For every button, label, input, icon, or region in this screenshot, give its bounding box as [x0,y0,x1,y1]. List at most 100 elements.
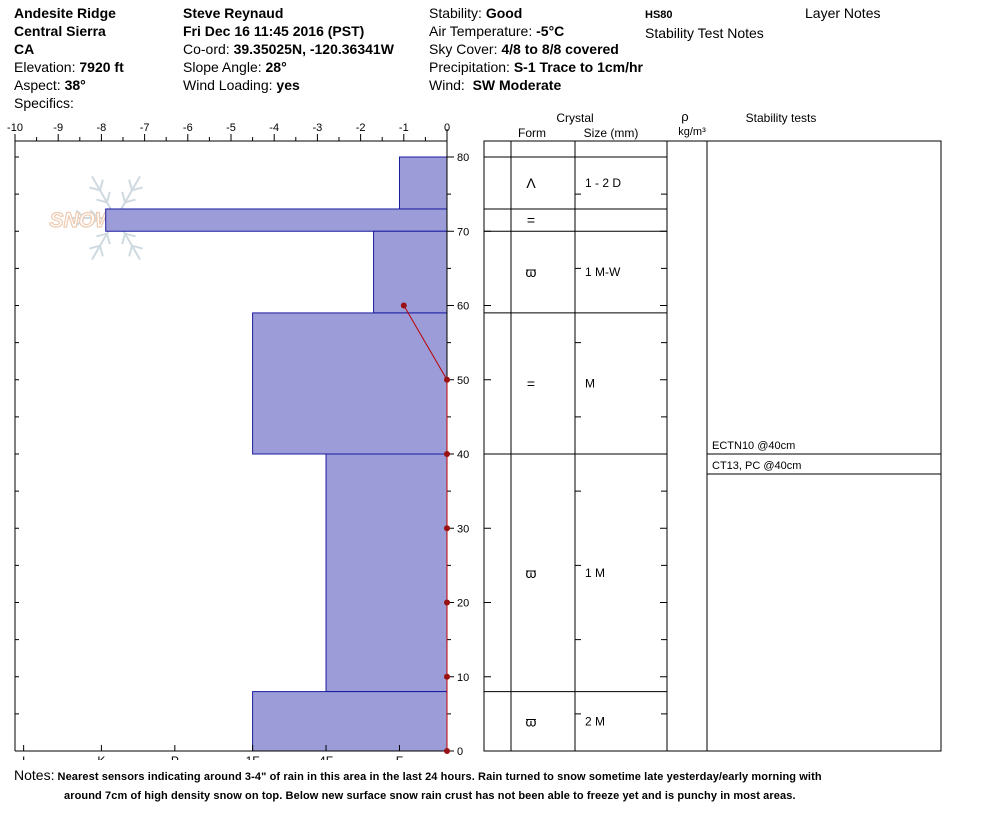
wind-label: Wind: [429,77,465,93]
height-tick-label: 50 [457,375,469,387]
snowflake-branch [75,217,85,227]
precip-label: Precipitation: [429,59,510,75]
hardness-bar-3 [252,312,448,455]
density-unit-header: kg/m³ [678,126,706,138]
snowflake-branch [99,179,104,191]
snowflake-branch [131,186,143,192]
temperature-point [444,673,450,680]
temp-tick-label: -9 [53,122,63,134]
snowflake-branch [89,244,101,250]
state-name: CA [14,41,35,57]
coord-label: Co-ord: [183,41,230,57]
height-tick-label: 0 [457,746,463,758]
temp-tick-label: -7 [140,122,150,134]
crystal-form-symbol: ϖ [526,565,537,581]
notes-line-1: Nearest sensors indicating around 3-4" o… [57,771,822,783]
stability-label: Stability: [429,5,482,21]
temp-tick-label: -8 [97,122,107,134]
elevation-label: Elevation: [14,59,76,75]
crystal-size-text: 1 M [585,566,605,580]
stability-tests-header: Stability tests [746,111,817,125]
temp-tick-label: -3 [313,122,323,134]
layer-notes-label: Layer Notes [805,5,881,21]
hardness-bar-2 [373,230,448,314]
snowflake-branch [121,191,126,203]
air-temp-label: Air Temperature: [429,23,533,39]
crystal-form-symbol: ϖ [526,713,537,729]
temperature-point [444,599,450,606]
snowflake-branch [89,217,99,227]
temperature-point [444,451,450,457]
crystal-form-symbol: = [527,375,535,391]
temperature-point [444,376,450,383]
crystal-size-text: 1 - 2 D [585,176,621,190]
height-tick-label: 80 [457,152,469,164]
hardness-label: I [22,754,25,760]
notes-line-2: around 7cm of high density snow on top. … [64,790,796,802]
precip-value: S-1 Trace to 1cm/hr [513,59,643,75]
coord-value: 39.35025N, -120.36341W [233,41,394,57]
wind-loading-value: yes [276,77,300,93]
observer-name: Steve Reynaud [183,5,284,21]
temp-tick-label: -10 [7,122,23,134]
header-notes-block: HS80 Stability Test Notes [645,4,764,42]
hardness-label: P [171,754,179,760]
air-temp-value: -5°C [536,23,565,39]
crystal-size-text: 2 M [585,714,605,728]
crystal-table-border [483,140,942,752]
snowflake-branch [131,244,143,250]
location-name: Andesite Ridge [14,5,116,21]
snowflake-branch [89,186,101,192]
elevation-value: 7920 ft [79,59,124,75]
height-tick-label: 70 [457,226,469,238]
snowflake-branch [128,245,133,257]
hs-value: HS80 [645,9,673,21]
stability-test-label: CT13, PC @40cm [712,460,801,472]
range-name: Central Sierra [14,23,106,39]
notes-block: Notes: Nearest sensors indicating around… [14,766,974,806]
rho-header: ρ [681,109,688,124]
form-header: Form [518,126,546,140]
temp-tick-label: 0 [444,122,450,134]
snowflake-branch [124,232,136,238]
notes-label: Notes: [14,767,55,783]
hardness-bar-1 [105,208,448,232]
wind-loading-label: Wind Loading: [183,77,273,93]
temperature-point [400,302,407,309]
temp-tick-label: -5 [226,122,236,134]
snowflake-branch [124,198,136,204]
slope-value: 28° [265,59,287,75]
height-tick-label: 20 [457,598,469,610]
height-tick-label: 40 [457,449,469,461]
stability-test-label: ECTN10 @40cm [712,440,795,452]
header-conditions-block: Stability: Good Air Temperature: -5°C Sk… [429,4,643,94]
hardness-label: F [396,754,403,760]
crystal-form-symbol: Λ [526,175,536,191]
snowflake-branch [99,245,104,257]
temp-tick-label: -1 [399,122,409,134]
height-tick-label: 30 [457,523,469,535]
snowflake-branch [75,209,85,219]
snowflake-branch [106,233,111,245]
snow-profile-chart: SNOW PILOT -10-9-8-7-6-5-4-3-2-100102030… [7,109,942,760]
snowflake-branch [106,191,111,203]
snowflake-branch [96,198,108,204]
wind-value: SW Moderate [472,77,562,93]
temp-tick-label: -4 [269,122,279,134]
crystal-header: Crystal [556,111,593,125]
snowflake-branch [89,209,99,219]
snowflake-branch [128,179,133,191]
temperature-point [444,525,450,532]
hardness-bar-0 [398,156,448,210]
observation-datetime: Fri Dec 16 11:45 2016 (PST) [183,23,365,39]
sky-label: Sky Cover: [429,41,498,57]
crystal-form-symbol: = [527,212,535,228]
crystal-form-symbol: ϖ [526,264,537,280]
header-observer-block: Steve Reynaud Fri Dec 16 11:45 2016 (PST… [183,4,394,94]
header-location-block: Andesite Ridge Central Sierra CA Elevati… [14,4,124,112]
aspect-label: Aspect: [14,77,61,93]
hardness-label: K [97,754,105,760]
temp-tick-label: -2 [356,122,366,134]
snowflake-branch [121,233,126,245]
sky-value: 4/8 to 8/8 covered [501,41,619,57]
